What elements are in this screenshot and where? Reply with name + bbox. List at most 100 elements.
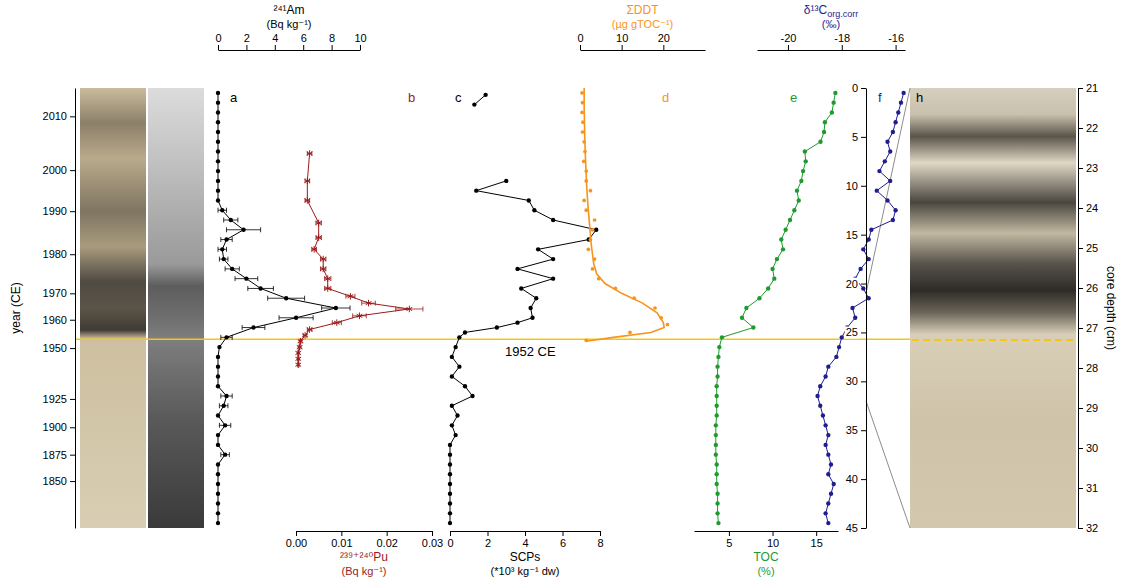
marker	[216, 501, 220, 505]
error-bar-cap	[321, 306, 322, 311]
detail-depth-axis: 212223242526272829303132	[1078, 82, 1098, 534]
depth-tick-label: 15	[846, 229, 858, 241]
error-bar-cap	[227, 403, 228, 408]
marker	[357, 313, 363, 320]
error-bar	[312, 247, 317, 252]
error-bar-cap	[242, 325, 243, 330]
detail-depth-tick-label: 25	[1086, 242, 1098, 254]
value-tick-label: 4	[522, 537, 528, 549]
marks	[448, 93, 599, 526]
marker	[295, 356, 301, 363]
marker	[714, 423, 718, 427]
depth-axis: 051015202530354045	[845, 82, 867, 534]
depth-tick-label: 20	[846, 278, 858, 290]
value-tick-label: 2	[244, 32, 250, 44]
detail-depth-tick: 23	[1078, 162, 1098, 174]
error-bar-cap	[304, 296, 305, 301]
marker	[216, 511, 220, 515]
marker	[715, 394, 719, 398]
value-axis: 0246810	[215, 32, 366, 51]
value-tick-label: 2	[485, 537, 491, 549]
depth-tick: 15	[845, 229, 866, 241]
marker	[830, 110, 834, 114]
value-axis-line	[219, 50, 361, 51]
marker	[220, 247, 224, 251]
panel-unit: (%)	[757, 565, 774, 577]
depth-tick: 10	[845, 180, 866, 192]
panel-title: SCPs	[510, 550, 541, 564]
year-tick-mark	[70, 481, 75, 482]
value-tick: 0.02	[376, 531, 397, 549]
detail-depth-tick: 31	[1078, 482, 1098, 494]
panel-title-main: SCPs	[510, 550, 541, 564]
value-tick-mark	[663, 45, 664, 50]
marker	[216, 472, 220, 476]
series-line	[716, 93, 836, 523]
marker	[536, 247, 540, 251]
error-bar-cap	[375, 301, 376, 306]
marker	[224, 335, 228, 339]
value-tick-mark	[488, 531, 489, 536]
error-bar-cap	[230, 423, 231, 428]
marks	[815, 91, 905, 526]
marker	[757, 296, 761, 300]
core-xray	[148, 88, 204, 528]
panel-letter: d	[662, 90, 669, 105]
error-bar	[305, 198, 310, 203]
value-tick: 2	[244, 32, 250, 50]
value-tick: 0.03	[422, 531, 443, 549]
marker	[216, 188, 220, 192]
value-tick: 5	[726, 531, 732, 549]
value-tick-label: 6	[301, 32, 307, 44]
marker	[450, 355, 454, 359]
value-tick: 0	[215, 32, 221, 50]
marker	[893, 120, 897, 124]
value-tick: 0.01	[331, 531, 352, 549]
detail-depth-tick-label: 28	[1086, 362, 1098, 374]
panel-unit: (Bq kg⁻¹)	[342, 565, 387, 577]
marker	[241, 228, 245, 232]
marker	[666, 323, 670, 327]
marker	[483, 93, 487, 97]
error-bar-cap	[279, 315, 280, 320]
panel-title-main: δ¹³C	[804, 3, 828, 17]
marker	[448, 511, 452, 515]
marks	[714, 91, 838, 526]
value-tick-mark	[450, 531, 451, 536]
marker	[829, 492, 833, 496]
marker	[740, 316, 744, 320]
detail-bracket	[866, 401, 910, 528]
marker	[519, 286, 523, 290]
series-line	[450, 95, 596, 523]
error-bar	[307, 327, 312, 332]
marker	[216, 198, 220, 202]
marker	[221, 404, 225, 408]
error-bar-cap	[225, 266, 226, 271]
marker	[316, 234, 322, 241]
error-bar-cap	[273, 286, 274, 291]
marker	[885, 198, 889, 202]
marker	[770, 267, 774, 271]
detail-depth-tick-mark	[1078, 488, 1083, 489]
panel-title-main: ΣDDT	[626, 3, 659, 17]
marker	[406, 306, 412, 313]
year-tick: 1925	[43, 393, 75, 405]
error-bar-cap	[341, 320, 342, 325]
year-tick-mark	[70, 348, 75, 349]
value-tick: -16	[888, 32, 904, 50]
depth-tick-mark	[861, 381, 866, 382]
error-bar-cap	[219, 257, 220, 262]
panel-title: ²⁴¹Am	[273, 3, 304, 17]
marker	[801, 169, 805, 173]
year-tick-mark	[70, 293, 75, 294]
value-tick-mark	[896, 45, 897, 50]
marker	[891, 130, 895, 134]
value-axis-line	[581, 50, 706, 51]
year-tick-mark	[70, 254, 75, 255]
year-tick-label: 1875	[43, 449, 67, 461]
marker	[888, 179, 892, 183]
marker	[797, 198, 801, 202]
error-bar-cap	[324, 276, 325, 281]
error-bar	[320, 266, 325, 271]
value-tick-label: 10	[616, 32, 628, 44]
